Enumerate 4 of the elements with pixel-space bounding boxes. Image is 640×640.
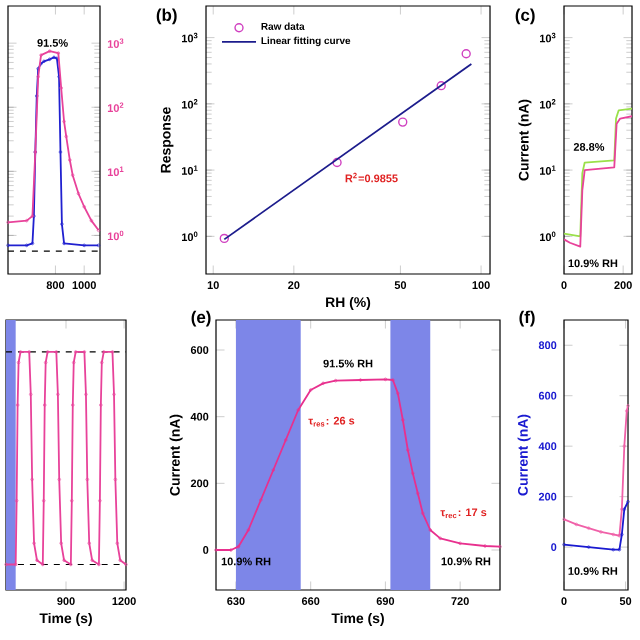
chart-title: (f) <box>519 310 535 327</box>
chart-title: (b) <box>156 8 177 25</box>
chart-title: (e) <box>191 310 211 327</box>
chart-title: (c) <box>515 8 535 25</box>
